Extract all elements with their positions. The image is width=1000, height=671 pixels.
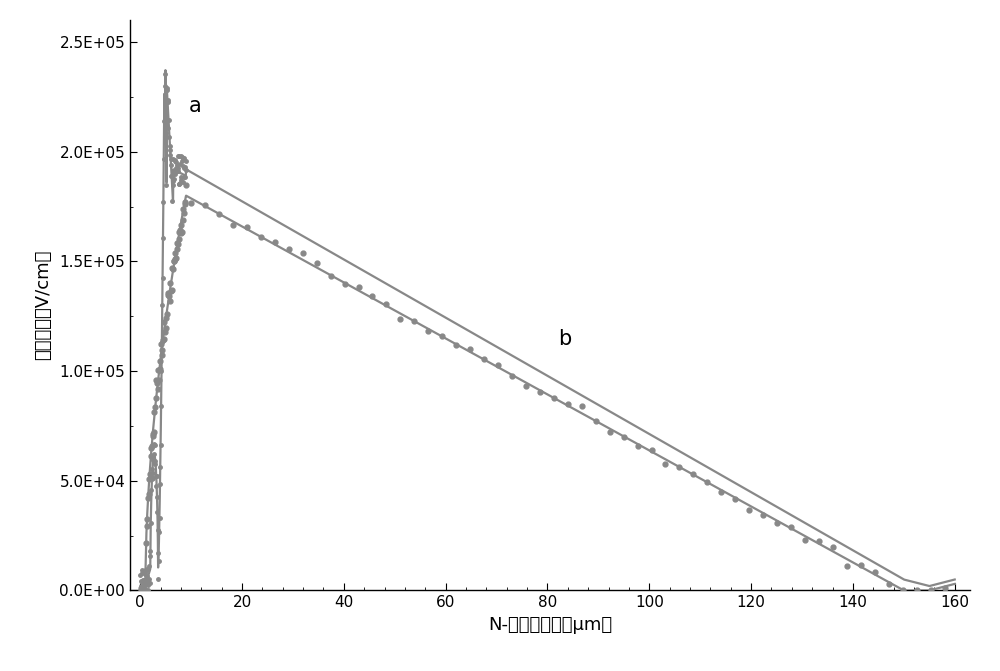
Y-axis label: 电场强度（V/cm）: 电场强度（V/cm）	[34, 250, 52, 360]
Text: b: b	[558, 329, 571, 349]
X-axis label: N-漂移区厚度（μm）: N-漂移区厚度（μm）	[488, 616, 612, 634]
Text: a: a	[189, 96, 201, 116]
